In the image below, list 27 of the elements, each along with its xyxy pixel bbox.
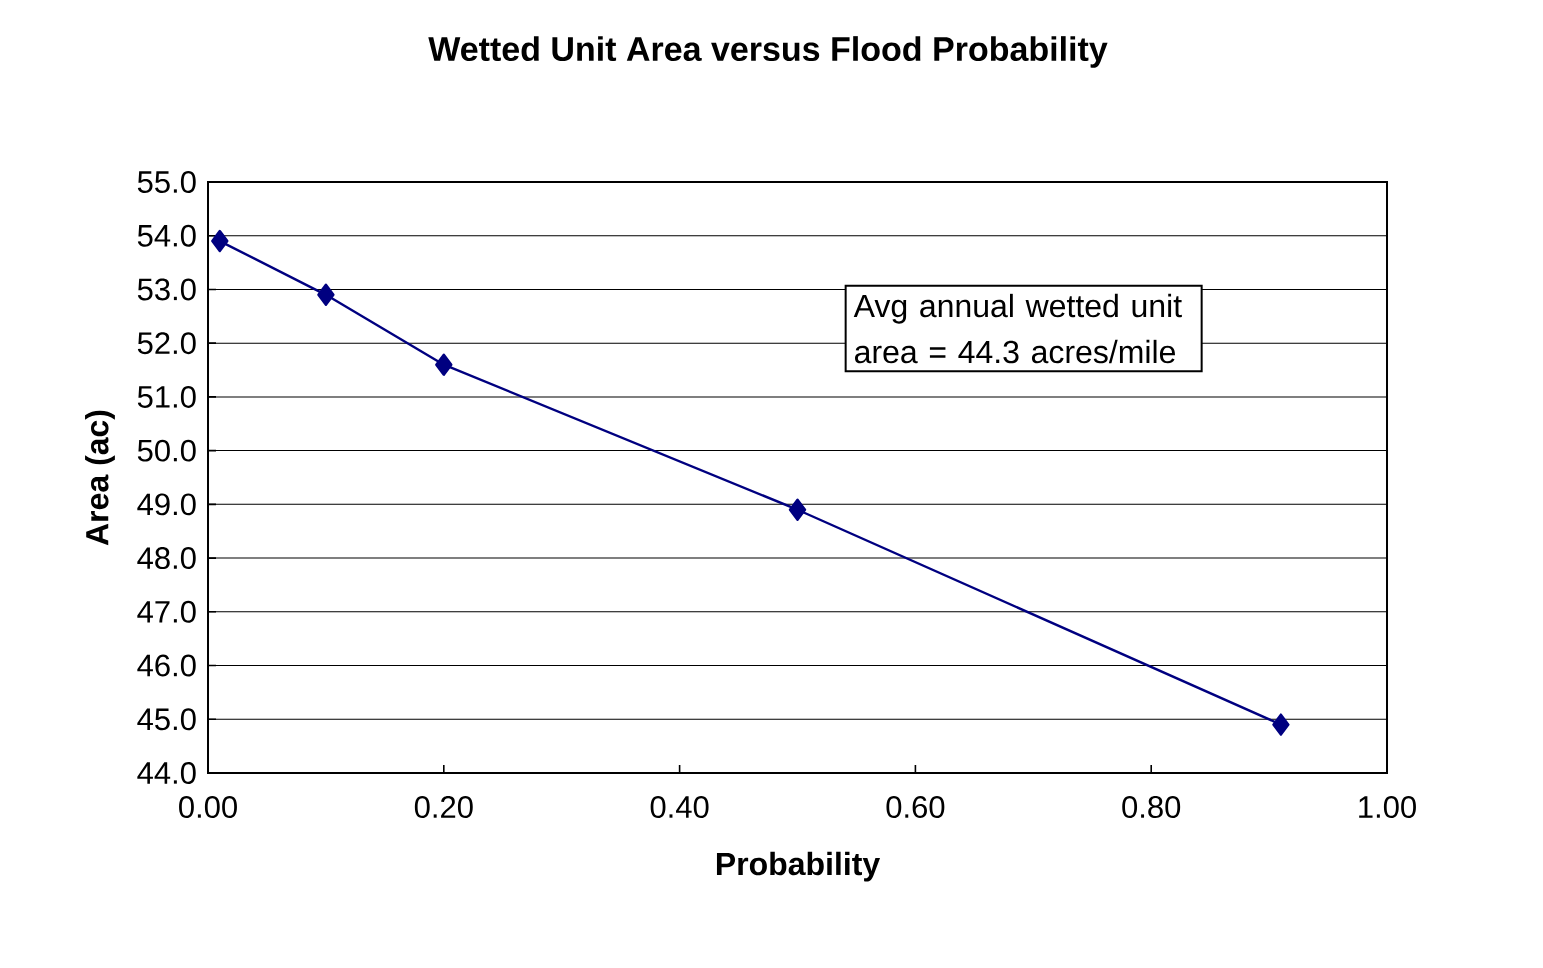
y-tick-label: 45.0 [137, 708, 196, 731]
y-tick-label: 51.0 [137, 385, 196, 408]
x-tick-label: 0.80 [1122, 796, 1181, 819]
point [317, 283, 335, 307]
y-tick-label: 55.0 [137, 171, 196, 193]
y-tick-label: 49.0 [137, 493, 196, 516]
y-tick-label: 53.0 [137, 278, 196, 301]
x-axis-title: Probability [716, 851, 881, 882]
annotation: Avg annual wetted unit area = 44.3 acres/mile [853, 293, 1182, 364]
y-tick-label: 50.0 [137, 439, 196, 462]
x-tick-label: 0.60 [886, 796, 945, 819]
y-tick-label: 47.0 [137, 600, 196, 623]
y-axis-title: Area (ac) [85, 410, 115, 546]
x-tick-label: 0.20 [414, 796, 473, 819]
point [435, 353, 453, 376]
y-tick-label: 44.0 [137, 762, 196, 784]
y-tick-label: 52.0 [137, 332, 196, 355]
y-tick-label: 54.0 [137, 224, 196, 247]
point [211, 229, 229, 253]
point [788, 498, 807, 521]
x-tick-label: 1.00 [1359, 796, 1416, 819]
x-tick-label: 0.40 [650, 796, 709, 819]
y-tick-label: 46.0 [137, 654, 196, 677]
y-tick-label: 48.0 [137, 547, 196, 570]
point [1272, 713, 1290, 736]
x-tick-label: 0.00 [179, 796, 237, 819]
chart-title: Wetted Unit Area versus Flood Probability [428, 36, 1108, 68]
